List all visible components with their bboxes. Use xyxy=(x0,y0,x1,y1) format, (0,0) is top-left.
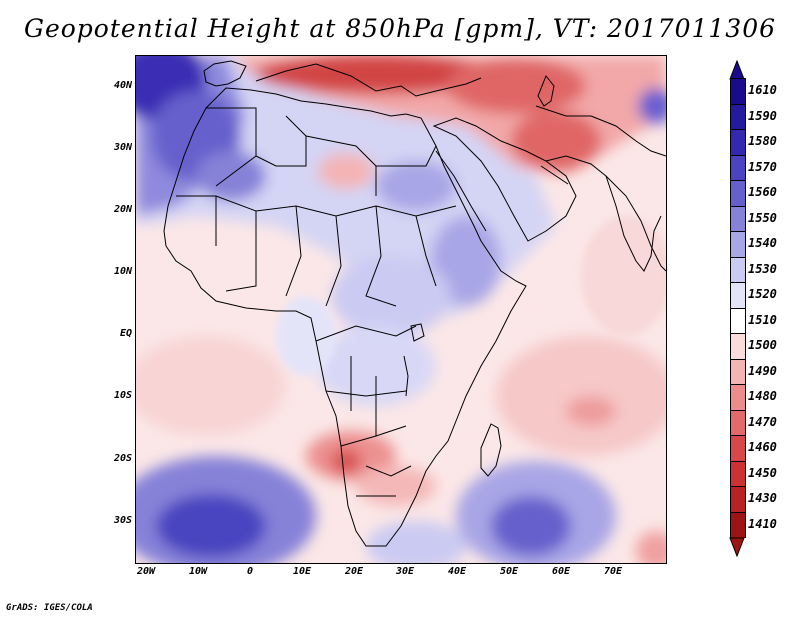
lat-label: 30N xyxy=(113,142,132,153)
legend-label: 1410 xyxy=(748,516,777,531)
lat-label: 10N xyxy=(113,266,132,277)
legend-label: 1570 xyxy=(748,159,777,174)
legend-swatch xyxy=(730,154,746,181)
legend-swatch xyxy=(730,256,746,283)
lon-label: 30E xyxy=(395,566,415,577)
legend-swatch xyxy=(730,486,746,513)
legend-label: 1490 xyxy=(748,363,777,378)
legend-label: 1530 xyxy=(748,261,777,276)
legend-label: 1560 xyxy=(748,185,777,199)
lat-label: 40N xyxy=(113,80,132,91)
legend-label: 1470 xyxy=(748,414,777,429)
lon-label: 50E xyxy=(499,566,519,577)
map-panel xyxy=(135,55,667,564)
lon-label: 70E xyxy=(603,566,623,577)
legend-swatch xyxy=(730,231,746,258)
legend-label: 1430 xyxy=(748,491,777,505)
legend-label: 1580 xyxy=(748,134,777,148)
lon-label: 0 xyxy=(246,566,254,577)
lon-label: 10W xyxy=(188,566,208,577)
lat-label: 20S xyxy=(113,453,132,464)
lon-label: 20E xyxy=(344,566,364,577)
legend-label: 1510 xyxy=(748,312,777,327)
credit-text: GrADS: IGES/COLA xyxy=(6,603,93,613)
lat-label: 20N xyxy=(113,204,132,215)
lon-label: 20W xyxy=(136,566,156,577)
legend-swatch xyxy=(730,460,746,487)
legend-arrow-bottom xyxy=(729,537,745,557)
legend-swatch xyxy=(730,358,746,385)
lon-label: 60E xyxy=(551,566,571,577)
chart-title: Geopotential Height at 850hPa [gpm], VT:… xyxy=(23,14,777,43)
legend-swatch xyxy=(730,435,746,462)
legend-swatch xyxy=(730,180,746,207)
legend-label: 1550 xyxy=(748,210,777,225)
legend-swatch xyxy=(730,103,746,130)
legend-arrow-top xyxy=(729,60,745,80)
height-field xyxy=(136,56,666,563)
legend-label: 1480 xyxy=(748,389,777,403)
legend-swatch xyxy=(730,307,746,334)
legend-swatch xyxy=(730,384,746,411)
legend-label: 1460 xyxy=(748,440,777,454)
legend-swatch xyxy=(730,78,746,105)
legend-swatch xyxy=(730,282,746,309)
lon-label: 10E xyxy=(292,566,312,577)
lat-label: EQ xyxy=(119,328,132,339)
legend-label: 1500 xyxy=(748,338,777,352)
legend-swatch xyxy=(730,409,746,436)
legend-label: 1520 xyxy=(748,287,777,301)
legend-label: 1540 xyxy=(748,236,777,250)
legend-swatch xyxy=(730,205,746,232)
legend-swatch xyxy=(730,333,746,360)
coastlines xyxy=(163,60,666,547)
legend-swatch xyxy=(730,511,746,538)
color-legend: 1610 1590 1580 1570 1560 1550 1540 1530 1520 1510… xyxy=(724,60,790,558)
lat-label: 30S xyxy=(113,515,132,526)
legend-label: 1450 xyxy=(748,465,777,480)
legend-label: 1590 xyxy=(748,108,777,123)
legend-label: 1610 xyxy=(748,83,777,97)
lon-label: 40E xyxy=(447,566,467,577)
lat-label: 10S xyxy=(113,390,132,401)
legend-swatch xyxy=(730,129,746,156)
